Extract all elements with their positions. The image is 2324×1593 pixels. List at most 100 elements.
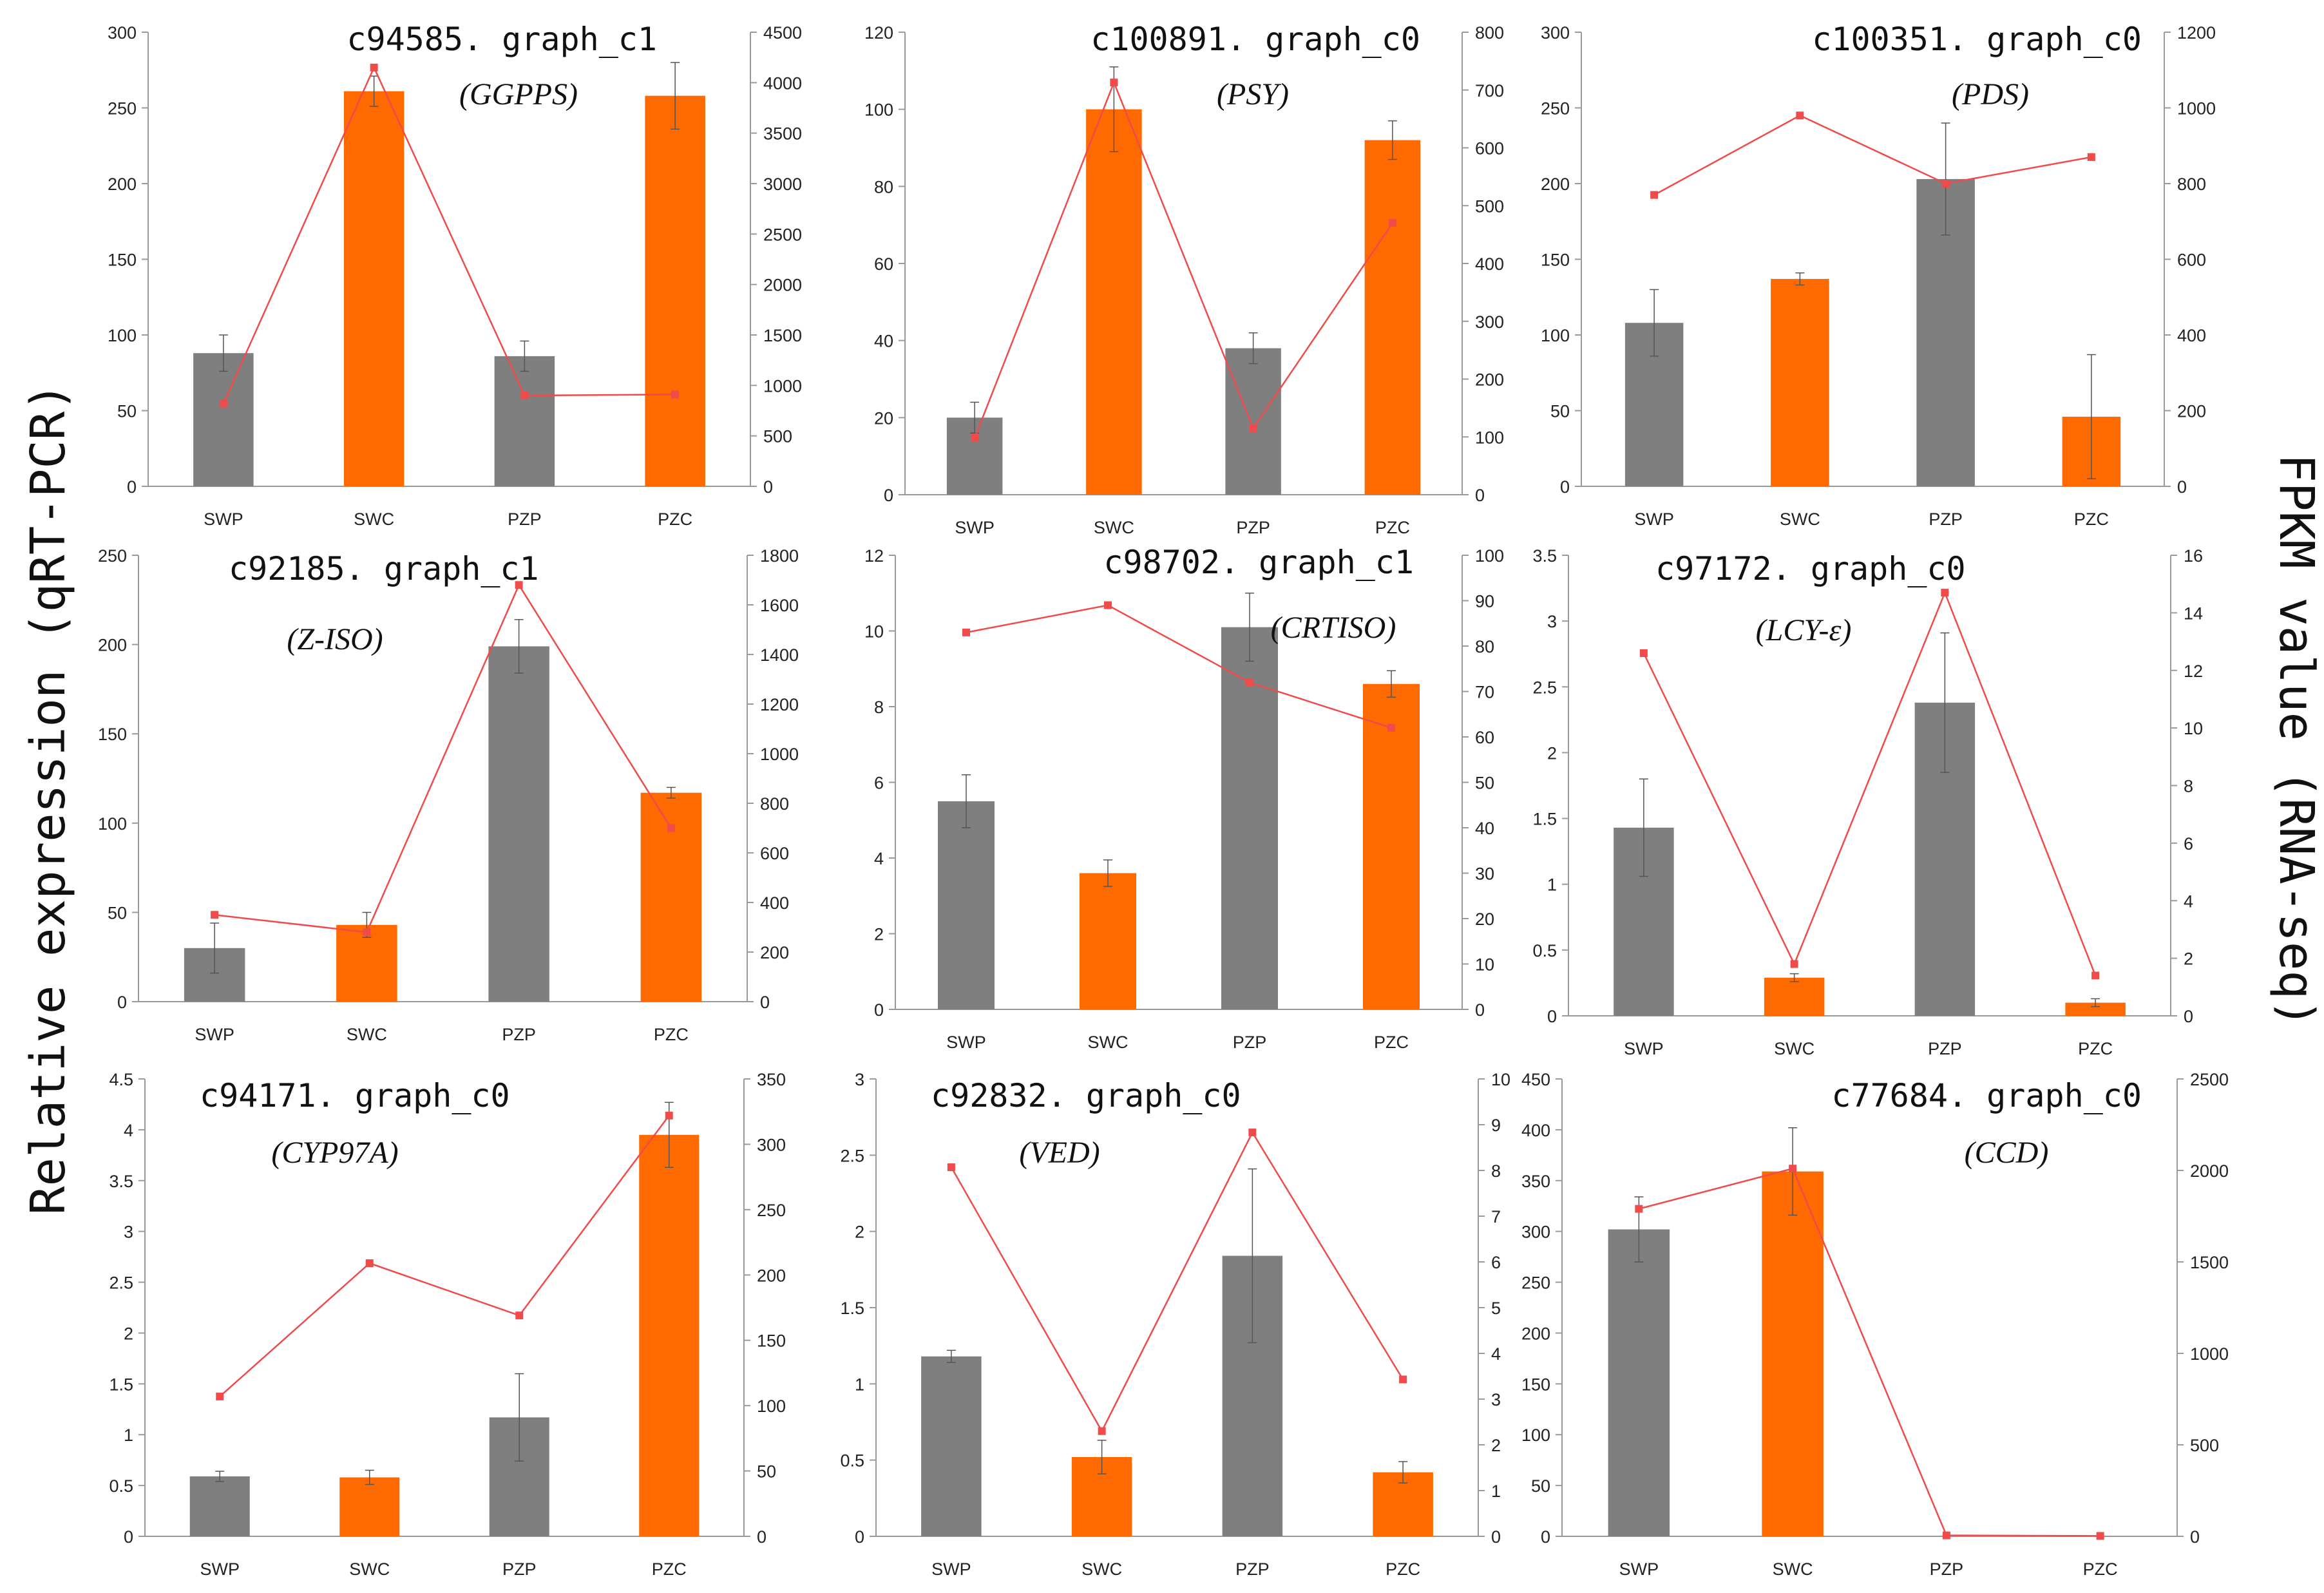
fpkm-point — [2091, 971, 2100, 980]
left-tick-label: 300 — [1541, 23, 1570, 43]
right-tick-label: 4000 — [763, 73, 802, 93]
left-tick-label: 6 — [874, 774, 884, 793]
left-tick-label: 2.5 — [840, 1146, 864, 1165]
category-label: SWC — [1094, 518, 1134, 537]
panel-subtitle: (PSY) — [1217, 77, 1289, 111]
left-tick-label: 1.5 — [109, 1375, 133, 1394]
right-tick-label: 400 — [2177, 326, 2206, 345]
right-tick-label: 0 — [760, 993, 770, 1012]
right-tick-label: 600 — [1475, 139, 1504, 158]
left-tick-label: 80 — [874, 177, 893, 196]
bar-swp — [189, 1476, 250, 1536]
bar-swp — [193, 353, 254, 486]
left-tick-label: 200 — [1541, 175, 1570, 194]
right-tick-label: 100 — [757, 1397, 786, 1416]
left-tick-label: 150 — [1521, 1375, 1550, 1394]
right-tick-label: 1500 — [2190, 1253, 2229, 1272]
bar-swc — [1762, 1171, 1824, 1536]
bar-pzp — [494, 356, 555, 486]
category-label: SWC — [347, 1025, 387, 1044]
left-tick-label: 40 — [874, 332, 893, 351]
left-tick-label: 4.5 — [109, 1070, 133, 1089]
left-tick-label: 60 — [874, 254, 893, 274]
left-tick-label: 2.5 — [1532, 678, 1557, 697]
right-tick-label: 2 — [1491, 1436, 1501, 1455]
category-label: SWP — [1634, 510, 1674, 529]
left-tick-label: 300 — [108, 23, 137, 43]
category-label: PZP — [508, 510, 542, 529]
right-tick-label: 100 — [1475, 546, 1504, 566]
right-tick-label: 1000 — [2190, 1344, 2229, 1364]
chart-panel-4: 0 50 100 150 200 250 0 200 400 600 800 1000 1200 1400… — [98, 546, 799, 1044]
panel-title: c94585. graph_c1 — [347, 21, 657, 58]
fpkm-line — [222, 65, 676, 405]
bar-swp — [938, 801, 995, 1009]
category-label: PZC — [654, 1025, 689, 1044]
fpkm-point — [211, 911, 219, 919]
fpkm-point — [971, 434, 979, 443]
panel-subtitle: (VED) — [1019, 1136, 1100, 1170]
right-tick-label: 6 — [2184, 834, 2193, 854]
panel-subtitle: (LCY-ε) — [1756, 613, 1852, 647]
fpkm-line — [219, 1115, 670, 1397]
bar-pzc — [640, 792, 702, 1002]
fpkm-point — [1387, 723, 1395, 732]
category-label: PZC — [658, 510, 692, 529]
left-tick-label: 50 — [108, 903, 127, 922]
panel-subtitle: (CRTISO) — [1271, 611, 1396, 645]
right-tick-label: 70 — [1475, 683, 1494, 702]
category-label: PZP — [502, 1025, 536, 1044]
left-tick-label: 3 — [124, 1223, 133, 1242]
right-axis-label: FPKM value (RNA-seq) — [2269, 453, 2324, 1027]
left-tick-label: 0 — [884, 486, 893, 505]
left-tick-label: 450 — [1521, 1070, 1550, 1089]
left-tick-label: 8 — [874, 698, 884, 717]
fpkm-point — [1246, 678, 1253, 687]
left-tick-label: 0 — [127, 477, 137, 497]
panel-subtitle: (GGPPS) — [459, 77, 578, 111]
fpkm-point — [1098, 1427, 1106, 1435]
right-tick-label: 0 — [1475, 486, 1485, 505]
category-label: PZP — [502, 1560, 537, 1579]
right-tick-label: 0 — [763, 477, 773, 497]
panel-title: c92185. graph_c1 — [229, 550, 539, 587]
panel-title: c98702. graph_c1 — [1103, 544, 1414, 581]
left-tick-label: 20 — [874, 408, 893, 428]
right-tick-label: 800 — [2177, 175, 2206, 194]
right-tick-label: 40 — [1475, 819, 1494, 838]
category-label: PZP — [1236, 518, 1270, 537]
left-tick-label: 150 — [108, 251, 137, 270]
right-tick-label: 400 — [1475, 254, 1504, 274]
fpkm-point — [1635, 1205, 1643, 1213]
right-tick-label: 700 — [1475, 81, 1504, 100]
right-tick-label: 300 — [1475, 312, 1504, 332]
left-tick-label: 2 — [124, 1324, 133, 1343]
left-tick-label: 250 — [1521, 1273, 1550, 1293]
category-label: PZC — [2078, 1039, 2113, 1058]
fpkm-point — [1249, 424, 1257, 432]
fpkm-line — [973, 80, 1393, 439]
right-tick-label: 50 — [757, 1462, 776, 1482]
category-label: PZP — [1929, 510, 1963, 529]
right-tick-label: 50 — [1475, 774, 1494, 793]
left-tick-label: 400 — [1521, 1121, 1550, 1140]
right-tick-label: 800 — [1475, 23, 1504, 43]
right-tick-label: 10 — [1491, 1070, 1510, 1089]
fpkm-point — [1388, 219, 1396, 227]
category-label: PZP — [1928, 1039, 1962, 1058]
fpkm-point — [363, 928, 371, 937]
right-tick-label: 100 — [1475, 428, 1504, 447]
left-tick-label: 50 — [117, 402, 137, 421]
right-tick-label: 5 — [1491, 1299, 1501, 1318]
left-tick-label: 0 — [1560, 477, 1570, 497]
left-tick-label: 3.5 — [109, 1172, 133, 1191]
left-tick-label: 2 — [855, 1223, 864, 1242]
panel-subtitle: (CYP97A) — [271, 1136, 398, 1170]
panel-subtitle: (CCD) — [1965, 1136, 2049, 1170]
left-tick-label: 2 — [874, 925, 884, 944]
left-tick-label: 12 — [864, 546, 884, 566]
fpkm-point — [947, 1163, 955, 1172]
right-tick-label: 1600 — [760, 596, 799, 615]
left-tick-label: 120 — [864, 23, 893, 43]
left-tick-label: 3 — [1547, 612, 1557, 631]
